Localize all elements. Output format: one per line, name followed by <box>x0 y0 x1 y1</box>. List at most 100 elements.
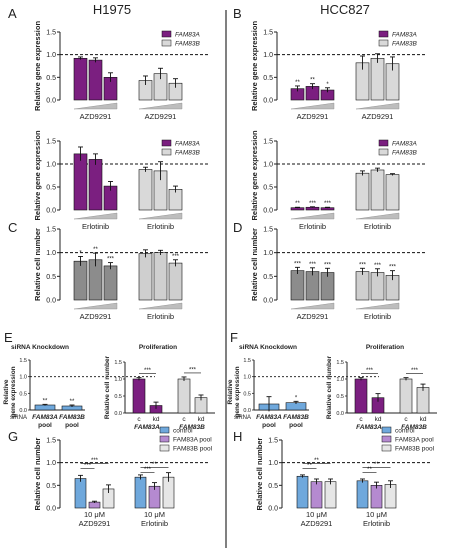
panel-letter-g: G <box>8 429 18 444</box>
chart-title: siRNA Knockdown <box>11 344 69 351</box>
y-tick-label: 1.0 <box>263 250 273 257</box>
bar-fam83b <box>370 57 385 101</box>
y-tick-label: 0.5 <box>46 274 56 281</box>
significance-star: *** <box>324 201 332 207</box>
category-label: c <box>404 416 408 423</box>
y-tick-label: 1.0 <box>46 162 56 169</box>
category-label: FAM83A <box>256 414 282 421</box>
bar-proliferation <box>416 387 430 414</box>
panel-letter-f: F <box>230 330 238 345</box>
legend-label: FAM83B pool <box>395 446 435 453</box>
legend-label: FAM83A pool <box>173 437 212 444</box>
legend-swatch <box>381 435 392 443</box>
legend-label: FAM83B <box>392 41 417 48</box>
y-tick-label: 0.5 <box>46 75 56 82</box>
dose-wedge <box>73 102 118 110</box>
group-label: AZD9291 <box>80 312 112 321</box>
group-label: Erlotinib <box>364 312 391 321</box>
y-tick-label: 1.5 <box>263 30 273 37</box>
significance-star: ** <box>367 467 372 473</box>
category-prefix: siRNA <box>10 415 27 421</box>
y-axis-label-line2: gene expression <box>234 366 241 417</box>
y-tick-label: 1.5 <box>46 438 56 445</box>
category-label-dose: 10 μM <box>306 510 327 519</box>
legend-label: FAM83A <box>175 32 200 39</box>
y-tick-label: 1.5 <box>263 139 273 146</box>
group-label: Erlotinib <box>364 222 391 231</box>
legend-swatch <box>159 435 170 443</box>
legend-swatch <box>161 148 172 156</box>
y-tick-label: 0.5 <box>263 185 273 192</box>
y-tick-label: 1.5 <box>243 358 251 364</box>
category-label: FAM83B <box>283 414 309 421</box>
dose-wedge <box>138 302 183 310</box>
y-tick-label: 1.0 <box>46 250 56 257</box>
y-axis-label: Relative gene expression <box>33 21 42 111</box>
group-label: AZD9291 <box>80 112 112 121</box>
panel-letter-h: H <box>233 429 242 444</box>
y-tick-label: 1.0 <box>114 377 122 383</box>
bar-fam83a <box>73 153 88 211</box>
bar-fam83b <box>138 169 153 211</box>
y-tick-label: 0.0 <box>336 411 344 417</box>
category-label-dose: 10 μM <box>144 510 165 519</box>
y-tick-label: 0.5 <box>114 394 122 400</box>
legend-swatch <box>378 39 389 47</box>
legend-label: FAM83A <box>175 141 200 148</box>
category-label: c <box>182 416 186 423</box>
category-label: kd <box>153 416 160 423</box>
category-label-drug: Erlotinib <box>141 519 168 528</box>
significance-star: * <box>326 82 329 88</box>
legend-label: FAM83A <box>392 32 417 39</box>
y-tick-label: 0.5 <box>268 483 278 490</box>
y-axis-label: Relative gene expression <box>250 21 259 111</box>
group-label: AZD9291 <box>145 112 177 121</box>
legend-swatch <box>381 426 392 434</box>
y-tick-label: 1.0 <box>46 460 56 467</box>
dose-wedge <box>138 102 183 110</box>
category-label: FAM83A <box>32 414 58 421</box>
y-tick-label: 0.0 <box>46 298 56 305</box>
panel-letter-e: E <box>4 330 13 345</box>
y-tick-label: 1.5 <box>336 360 344 366</box>
y-axis-label: Relative cell number <box>250 228 259 301</box>
group-label: AZD9291 <box>297 312 329 321</box>
category-label-suffix: pool <box>262 422 276 429</box>
significance-star: ** <box>43 398 48 404</box>
legend-swatch <box>161 139 172 147</box>
y-tick-label: 1.5 <box>114 360 122 366</box>
legend-label: FAM83A <box>392 141 417 148</box>
bar-group2 <box>370 272 385 301</box>
significance-star: ** <box>314 458 319 464</box>
significance-star: *** <box>411 368 419 374</box>
legend-label: FAM83B pool <box>173 446 213 453</box>
significance-star: *** <box>144 368 152 374</box>
y-tick-label: 0.0 <box>19 408 27 414</box>
y-tick-label: 0.5 <box>263 274 273 281</box>
dose-wedge <box>138 212 183 220</box>
bar-group1 <box>103 265 118 301</box>
significance-star: *** <box>91 458 99 464</box>
group-label: FAM83A <box>134 424 160 431</box>
category-label: kd <box>375 416 382 423</box>
group-label: AZD9291 <box>362 112 394 121</box>
dose-wedge <box>290 212 335 220</box>
y-axis-label: Relative cell number <box>104 355 111 419</box>
group-label: Erlotinib <box>147 312 174 321</box>
bar-fam83a-pool <box>370 485 383 509</box>
column-title-hcc827: HCC827 <box>320 2 370 17</box>
bar-fam83b-pool <box>324 481 337 509</box>
dose-wedge <box>73 302 118 310</box>
category-label-drug: Erlotinib <box>363 519 390 528</box>
y-tick-label: 1.5 <box>19 358 27 364</box>
bar-fam83a <box>73 57 88 101</box>
bar-group1 <box>73 260 88 301</box>
legend-swatch <box>378 139 389 147</box>
category-label-drug: AZD9291 <box>79 519 111 528</box>
significance-star: ** <box>152 462 157 468</box>
legend-swatch <box>159 444 170 452</box>
legend-swatch <box>161 30 172 38</box>
bar-control <box>296 475 309 509</box>
y-tick-label: 1.5 <box>46 30 56 37</box>
